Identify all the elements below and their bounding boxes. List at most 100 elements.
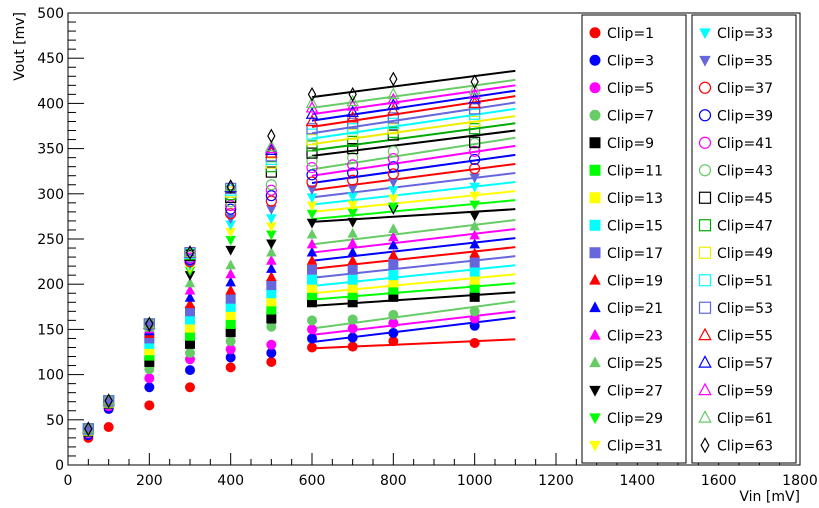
data-point-clip-17 bbox=[185, 306, 195, 317]
x-tick-label: 1600 bbox=[701, 473, 737, 489]
fit-line-clip-49 bbox=[311, 115, 516, 146]
data-point-clip-29 bbox=[469, 200, 480, 211]
data-point-clip-27 bbox=[306, 218, 318, 229]
legend-marker-clip-11 bbox=[589, 164, 601, 176]
data-point-clip-19 bbox=[306, 254, 318, 265]
data-point-clip-11 bbox=[347, 290, 358, 301]
data-point-clip-15 bbox=[185, 314, 195, 325]
legend-label-clip-47: Clip=47 bbox=[717, 218, 773, 234]
data-point-clip-3 bbox=[347, 332, 358, 343]
fit-line-clip-11 bbox=[311, 282, 516, 301]
data-point-clip-37 bbox=[387, 168, 399, 180]
legend-marker-clip-13 bbox=[589, 192, 601, 204]
data-point-clip-33 bbox=[266, 214, 277, 224]
data-point-clip-39 bbox=[306, 169, 318, 181]
legend-marker-clip-49 bbox=[698, 246, 712, 259]
data-point-clip-39 bbox=[347, 167, 359, 179]
legend-marker-clip-39 bbox=[698, 109, 712, 122]
legend-marker-clip-23 bbox=[589, 328, 601, 340]
data-point-clip-63 bbox=[84, 421, 93, 437]
data-point-clip-3 bbox=[388, 328, 399, 339]
data-point-clip-29 bbox=[306, 209, 318, 220]
data-point-clip-13 bbox=[266, 296, 277, 307]
data-point-clip-61 bbox=[387, 87, 400, 99]
data-point-clip-9 bbox=[347, 297, 358, 308]
y-tick-label: 150 bbox=[37, 322, 64, 338]
x-tick-label: 600 bbox=[299, 473, 326, 489]
data-point-clip-1 bbox=[307, 342, 317, 353]
data-point-clip-9 bbox=[225, 327, 236, 338]
data-point-clip-13 bbox=[388, 277, 399, 288]
data-point-clip-23 bbox=[225, 268, 236, 279]
legend-marker-clip-5 bbox=[589, 82, 601, 94]
x-tick-label: 1800 bbox=[782, 473, 818, 489]
data-point-clip-15 bbox=[388, 270, 399, 281]
data-point-clip-61 bbox=[346, 94, 359, 107]
legend-label-clip-35: Clip=35 bbox=[717, 53, 773, 69]
legend: Clip=1 Clip=3 Clip=5 Clip=7 Clip=9 Clip=11 Cli… bbox=[581, 14, 797, 464]
x-tick-label: 0 bbox=[64, 473, 73, 489]
fit-line-clip-15 bbox=[311, 264, 516, 288]
data-point-clip-17 bbox=[347, 264, 358, 275]
y-tick-label: 300 bbox=[37, 187, 64, 203]
data-point-clip-21 bbox=[388, 239, 399, 250]
data-point-clip-45 bbox=[469, 136, 481, 148]
data-point-clip-39 bbox=[225, 203, 237, 215]
data-point-clip-41 bbox=[225, 199, 237, 212]
data-point-clip-17 bbox=[144, 333, 155, 344]
legend-label-clip-43: Clip=43 bbox=[717, 163, 773, 179]
data-point-clip-45 bbox=[347, 143, 359, 155]
legend-marker-clip-59 bbox=[698, 382, 712, 396]
data-point-clip-19 bbox=[266, 271, 277, 281]
data-point-clip-13 bbox=[225, 309, 236, 320]
y-tick-label: 500 bbox=[37, 6, 64, 22]
data-point-clip-9 bbox=[144, 356, 155, 367]
legend-label-clip-11: Clip=11 bbox=[607, 163, 663, 179]
data-point-clip-9 bbox=[388, 291, 399, 302]
data-point-clip-33 bbox=[347, 192, 358, 203]
data-point-clip-25 bbox=[388, 223, 399, 234]
data-point-clip-63 bbox=[348, 86, 357, 102]
data-point-clip-9 bbox=[266, 313, 277, 324]
data-point-clip-33 bbox=[306, 193, 318, 204]
legend-label-clip-53: Clip=53 bbox=[717, 301, 773, 317]
fit-line-clip-35 bbox=[311, 172, 516, 199]
fit-line-clip-55 bbox=[311, 95, 516, 128]
data-point-clip-3 bbox=[469, 320, 480, 331]
data-point-clip-17 bbox=[388, 259, 399, 270]
data-point-clip-35 bbox=[388, 178, 399, 188]
fit-line-clip-1 bbox=[311, 338, 516, 350]
data-point-clip-7 bbox=[469, 306, 480, 317]
data-point-clip-3 bbox=[225, 352, 236, 363]
legend-marker-clip-19 bbox=[589, 273, 601, 285]
fit-line-clip-43 bbox=[311, 136, 516, 171]
data-point-clip-1 bbox=[185, 382, 195, 393]
data-point-clip-7 bbox=[347, 314, 358, 325]
data-point-clip-33 bbox=[469, 182, 480, 193]
fit-line-clip-59 bbox=[311, 84, 516, 116]
data-point-clip-57 bbox=[305, 107, 319, 119]
data-point-clip-9 bbox=[185, 338, 195, 349]
fit-line-clip-23 bbox=[311, 228, 516, 254]
data-point-clip-15 bbox=[347, 274, 358, 285]
data-point-clip-41 bbox=[347, 159, 359, 171]
legend-label-clip-13: Clip=13 bbox=[607, 191, 663, 207]
data-point-clip-39 bbox=[469, 153, 481, 166]
fit-line-clip-19 bbox=[311, 246, 516, 270]
y-tick-label: 100 bbox=[37, 368, 64, 384]
data-point-clip-63 bbox=[389, 71, 398, 87]
legend-marker-clip-37 bbox=[698, 81, 712, 94]
legend-label-clip-63: Clip=63 bbox=[717, 438, 773, 454]
plot-area bbox=[82, 69, 516, 443]
data-point-clip-29 bbox=[225, 235, 236, 246]
data-point-clip-43 bbox=[265, 179, 277, 191]
data-point-clip-27 bbox=[266, 239, 277, 250]
data-point-clip-37 bbox=[225, 208, 237, 220]
fit-line-clip-37 bbox=[311, 162, 516, 192]
data-point-clip-5 bbox=[307, 324, 317, 335]
legend-marker-clip-9 bbox=[589, 137, 601, 149]
data-point-clip-27 bbox=[469, 211, 480, 222]
data-point-clip-25 bbox=[225, 259, 236, 270]
legend-marker-clip-53 bbox=[698, 301, 712, 314]
